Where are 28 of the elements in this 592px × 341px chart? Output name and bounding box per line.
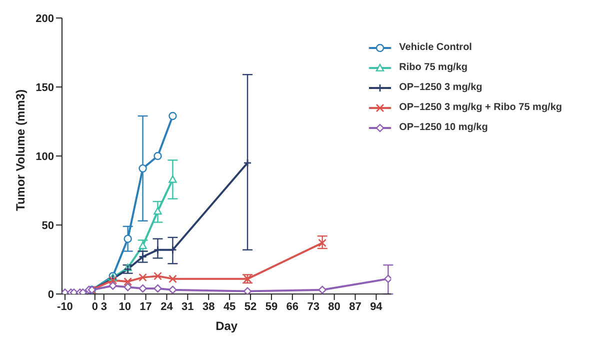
x-tick-label: 73: [307, 300, 320, 313]
x-tick-label: 31: [182, 300, 194, 313]
x-tick-label: 87: [349, 300, 362, 313]
x-tick-label: 17: [140, 300, 152, 313]
legend-label: OP−1250 3 mg/kg + Ribo 75 mg/kg: [399, 101, 562, 115]
legend-label: Ribo 75 mg/kg: [399, 61, 468, 75]
x-tick-label: 38: [202, 300, 215, 313]
y-axis-title: Tumor Volume (mm3): [13, 89, 28, 211]
legend-label: OP−1250 10 mg/kg: [399, 121, 488, 135]
y-tick-label: 0: [48, 288, 54, 301]
x-tick-label: 59: [265, 300, 278, 313]
x-tick-label: 0: [92, 300, 98, 313]
x-tick-label: 66: [286, 300, 299, 313]
legend-label: Vehicle Control: [399, 41, 472, 55]
x-tick-label: -10: [57, 300, 73, 313]
x-tick-label: 94: [370, 300, 384, 313]
x-tick-label: 45: [223, 300, 236, 313]
y-tick-label: 100: [36, 150, 54, 163]
x-tick-label: 3: [100, 300, 107, 313]
y-tick-label: 150: [36, 82, 54, 94]
legend-label: OP−1250 3 mg/kg: [399, 81, 482, 95]
y-tick-label: 50: [42, 220, 54, 232]
x-axis-title: Day: [216, 319, 238, 333]
x-tick-label: 24: [160, 300, 174, 313]
x-tick-label: 10: [118, 300, 131, 313]
x-tick-label: 80: [328, 300, 340, 313]
x-tick-label: 52: [244, 300, 257, 313]
y-tick-label: 200: [36, 12, 54, 25]
